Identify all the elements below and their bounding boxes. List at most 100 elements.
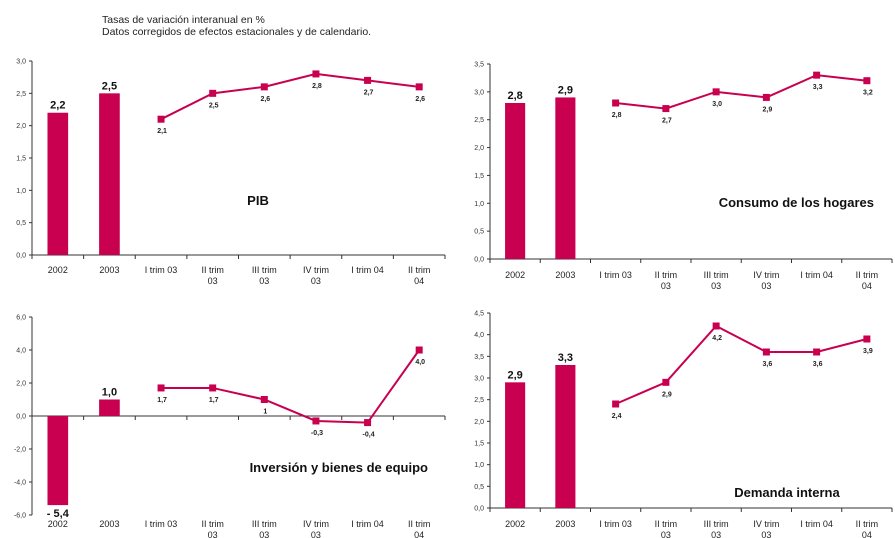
x-category-label: II trim 03 [655, 270, 678, 291]
series-line [161, 349, 421, 424]
y-tick-label: 3,0 [16, 59, 26, 66]
bar [99, 93, 120, 255]
y-tick-label: 3,5 [474, 354, 484, 361]
y-tick-label: 0,5 [16, 220, 26, 227]
y-tick-label: 2,0 [16, 381, 26, 388]
line-point [260, 83, 268, 91]
x-category-label: II trim 03 [655, 519, 678, 538]
line-point [364, 419, 372, 427]
y-tick-label: 1,5 [474, 173, 484, 180]
y-tick-label: 2,0 [474, 145, 484, 152]
x-category-label: III trim 03 [704, 519, 729, 538]
x-category-label: III trim 03 [704, 270, 729, 291]
bar [555, 97, 576, 259]
chart-2: 0,0 0,5 1,0 1,5 2,0 2,5 3,0 3,5 2002 2003 I trim 0… [474, 62, 893, 291]
x-category-label: IV trim 03 [753, 270, 779, 291]
y-tick-label: 0,5 [474, 229, 484, 236]
line-point [364, 76, 372, 84]
y-tick-label: 0,0 [474, 257, 484, 264]
point-data-label: 2,1 [157, 128, 167, 135]
line-point [712, 322, 720, 330]
point-data-label: 2,4 [612, 413, 622, 420]
point-data-label: 3,9 [863, 348, 873, 355]
y-tick-label: 3,0 [474, 376, 484, 383]
chart-1: 0,0 0,5 1,0 1,5 2,0 2,5 3,0 2002 2003 I trim 03 II… [16, 59, 446, 286]
x-category-label: I trim 04 [351, 519, 384, 529]
header-line-2: Datos corregidos de efectos estacionales… [102, 26, 372, 38]
line-point [157, 384, 165, 392]
chart-header: Tasas de variación interanual en % Datos… [102, 14, 371, 38]
x-category-label: 2002 [505, 519, 525, 529]
point-data-label: 2,7 [662, 118, 672, 125]
series-line [615, 324, 868, 405]
point-data-label: 2,6 [415, 96, 425, 103]
x-category-label: 2003 [555, 270, 575, 280]
x-category-label: 2002 [505, 270, 525, 280]
series-line [160, 72, 420, 121]
y-tick-label: 2,5 [16, 91, 26, 98]
bar [505, 103, 526, 259]
line-point [612, 400, 620, 408]
point-data-label: 2,9 [763, 106, 773, 113]
x-category-label: I trim 04 [800, 519, 833, 529]
chart-title: Consumo de los hogares [719, 195, 874, 210]
x-category-label: 2003 [555, 519, 575, 529]
y-tick-label: 1,0 [474, 462, 484, 469]
y-tick-label: 0,0 [16, 253, 26, 260]
point-data-label: 2,8 [312, 83, 322, 90]
point-data-label: 1 [263, 409, 267, 416]
point-data-label: 2,8 [612, 112, 622, 119]
y-tick-label: 2,0 [474, 419, 484, 426]
line-point [762, 93, 770, 101]
point-data-label: 3,6 [763, 361, 773, 368]
y-tick-label: 4,0 [474, 332, 484, 339]
x-category-label: II trim 04 [408, 519, 431, 538]
x-category-label: IV trim 03 [303, 265, 329, 286]
y-tick-label: 2,5 [474, 397, 484, 404]
bar-data-label: 1,0 [102, 387, 117, 399]
line-point [712, 88, 720, 96]
y-tick-label: 1,0 [474, 201, 484, 208]
line-point [813, 348, 821, 356]
chart-4: 0,0 0,5 1,0 1,5 2,0 2,5 3,0 3,5 4,0 4,5 2002 2003 I … [474, 311, 893, 538]
x-category-label: I trim 03 [599, 519, 632, 529]
line-point [662, 105, 670, 113]
line-point [762, 348, 770, 356]
x-category-label: IV trim 03 [303, 519, 329, 538]
bar-data-label: 3,3 [558, 352, 573, 364]
y-tick-label: 6,0 [16, 315, 26, 322]
x-category-label: I trim 03 [599, 270, 632, 280]
point-data-label: 1,7 [157, 397, 167, 404]
line-point [312, 417, 320, 425]
y-tick-label: 0,5 [474, 484, 484, 491]
bar-data-label: 2,5 [102, 80, 117, 92]
bar [99, 399, 120, 416]
y-tick-label: 0,0 [474, 506, 484, 513]
y-tick-label: 1,5 [474, 441, 484, 448]
series-line [615, 74, 867, 110]
line-point [312, 70, 320, 78]
line-point [157, 115, 165, 123]
point-data-label: 2,7 [364, 89, 374, 96]
x-category-label: II trim 04 [408, 265, 431, 286]
line-point [415, 83, 423, 91]
x-category-label: I trim 03 [145, 265, 178, 275]
x-category-label: II trim 04 [856, 519, 879, 538]
bar-data-label: - 5,4 [47, 508, 70, 520]
x-category-label: I trim 03 [145, 519, 178, 529]
x-category-label: II trim 04 [856, 270, 879, 291]
line-point [415, 346, 423, 354]
bar [47, 416, 69, 506]
x-category-label: 2002 [48, 265, 68, 275]
point-data-label: 2,9 [662, 391, 672, 398]
x-category-label: IV trim 03 [753, 519, 779, 538]
chart-3: -6,0 -4,0 -2,0 0,0 2,0 4,0 6,0 2002 2003 I trim 0… [14, 315, 446, 538]
point-data-label: 4,2 [712, 335, 722, 342]
point-data-label: 3,2 [863, 90, 873, 97]
header-line-1: Tasas de variación interanual en % [102, 14, 265, 26]
line-point [863, 335, 871, 343]
y-tick-label: 4,5 [474, 311, 484, 318]
line-point [260, 396, 268, 403]
x-category-label: II trim 03 [201, 265, 224, 286]
point-data-label: 1,7 [209, 397, 219, 404]
